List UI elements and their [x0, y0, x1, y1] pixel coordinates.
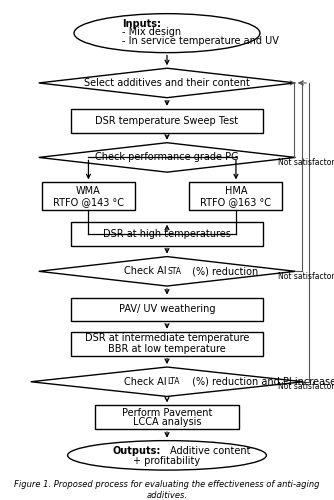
Text: LCCA analysis: LCCA analysis [133, 416, 201, 426]
Text: Check AI: Check AI [124, 376, 167, 386]
Text: - Mix design: - Mix design [122, 27, 181, 37]
Text: Not satisfactory: Not satisfactory [278, 272, 334, 280]
Text: DSR temperature Sweep Test: DSR temperature Sweep Test [96, 116, 238, 126]
Text: PAV/ UV weathering: PAV/ UV weathering [119, 304, 215, 314]
Text: Not satisfactory: Not satisfactory [278, 382, 334, 392]
Text: (%) reduction: (%) reduction [189, 266, 259, 276]
Text: BBR at low temperature: BBR at low temperature [108, 344, 226, 354]
Text: Check performance grade PG: Check performance grade PG [95, 152, 239, 162]
Text: Perform Pavement: Perform Pavement [122, 408, 212, 418]
Text: Select additives and their content: Select additives and their content [84, 78, 250, 88]
Text: Figure 1. Proposed process for evaluating the effectiveness of anti-aging additi: Figure 1. Proposed process for evaluatin… [14, 480, 320, 500]
Text: + profitability: + profitability [134, 456, 200, 466]
Text: Additive content: Additive content [170, 446, 251, 456]
Text: Not satisfactory: Not satisfactory [278, 158, 334, 166]
Text: STA: STA [167, 267, 181, 276]
Text: Inputs:: Inputs: [122, 18, 161, 28]
Text: LTA: LTA [167, 377, 179, 386]
Text: (%) reduction and PI increase: (%) reduction and PI increase [189, 376, 334, 386]
Text: RTFO @143 °C: RTFO @143 °C [53, 196, 124, 206]
Text: WMA: WMA [76, 186, 101, 196]
Text: DSR at intermediate temperature: DSR at intermediate temperature [85, 334, 249, 344]
Text: HMA: HMA [225, 186, 247, 196]
Text: Check AI: Check AI [124, 266, 167, 276]
Text: - In service temperature and UV: - In service temperature and UV [122, 36, 279, 46]
Text: DSR at high temperatures: DSR at high temperatures [103, 228, 231, 238]
Text: Outputs:: Outputs: [113, 446, 161, 456]
Text: RTFO @163 °C: RTFO @163 °C [200, 196, 272, 206]
